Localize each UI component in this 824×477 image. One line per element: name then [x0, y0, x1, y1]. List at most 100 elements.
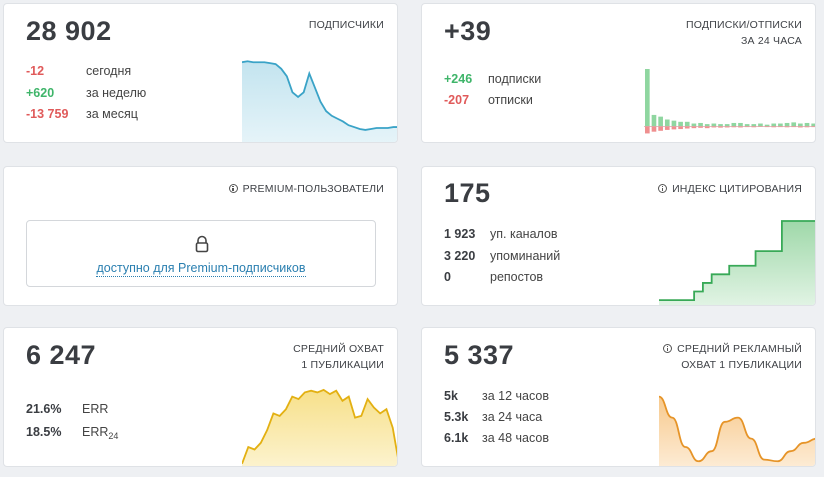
bar-subs — [718, 124, 723, 127]
stat-mentions: 3 220 упоминаний — [444, 246, 560, 267]
stat-err24-subscript: 24 — [108, 431, 119, 441]
lock-icon — [195, 235, 209, 253]
bar-unsubs — [691, 126, 697, 129]
citation-step-chart[interactable] — [659, 215, 816, 306]
subs-unsubs-card[interactable]: +39 ПОДПИСКИ/ОТПИСКИ ЗА 24 ЧАСА +246 подп… — [421, 3, 816, 143]
bar-unsubs — [784, 126, 790, 128]
bar-unsubs — [804, 126, 810, 128]
stat-unsubs-label: отписки — [488, 93, 533, 107]
stat-today: -12 сегодня — [26, 61, 131, 82]
stat-reach-24h-value: 5.3k — [444, 410, 469, 424]
bar-subs — [691, 123, 697, 127]
stat-reach-24h: 5.3k за 24 часа — [444, 407, 542, 428]
ad-reach-value: 5 337 — [444, 340, 515, 370]
stat-reposts: 0 репостов — [444, 267, 543, 288]
chart-area — [659, 221, 815, 305]
bar-subs — [758, 123, 763, 127]
bar-subs — [651, 114, 657, 127]
stat-channels: 1 923 уп. каналов — [444, 224, 558, 245]
bar-subs — [711, 123, 717, 127]
ad-reach-title-line2: ОХВАТ 1 ПУБЛИКАЦИИ — [681, 359, 802, 371]
bar-subs — [698, 122, 703, 127]
premium-locked-link[interactable]: доступно для Premium-подписчиков — [96, 261, 306, 277]
bar-unsubs — [664, 126, 670, 130]
ad-reach-trend-chart[interactable] — [659, 378, 816, 467]
bar-unsubs — [678, 126, 683, 130]
ad-reach-title-line1: СРЕДНИЙ РЕКЛАМНЫЙ — [677, 343, 802, 355]
bar-unsubs — [711, 126, 717, 128]
bar-subs — [771, 123, 777, 127]
stat-week-value: +620 — [26, 86, 55, 100]
bar-unsubs — [771, 126, 777, 128]
bar-subs — [671, 120, 677, 127]
bar-subs — [731, 122, 737, 127]
stat-reach-48h-label: за 48 часов — [482, 431, 549, 445]
reach-trend-chart[interactable] — [242, 378, 398, 467]
stat-subs-label: подписки — [488, 72, 542, 86]
premium-title-text: PREMIUM-ПОЛЬЗОВАТЕЛИ — [242, 183, 384, 195]
chart-area — [659, 396, 815, 466]
bar-subs — [678, 121, 683, 127]
bar-unsubs — [684, 126, 690, 129]
citation-card[interactable]: 175 ИНДЕКС ЦИТИРОВАНИЯ 1 923 уп. каналов … — [421, 166, 816, 306]
subs-unsubs-title-line2: ЗА 24 ЧАСА — [741, 35, 802, 47]
subscribers-trend-chart[interactable] — [242, 44, 398, 143]
stat-month-label: за месяц — [86, 107, 138, 121]
chart-line — [659, 220, 815, 302]
stat-month: -13 759 за месяц — [26, 104, 138, 125]
bar-subs — [791, 122, 797, 127]
ad-reach-title: СРЕДНИЙ РЕКЛАМНЫЙ ОХВАТ 1 ПУБЛИКАЦИИ — [663, 341, 802, 373]
bar-subs — [664, 119, 670, 127]
bar-unsubs — [738, 126, 743, 128]
stat-reposts-value: 0 — [444, 270, 451, 284]
stat-today-label: сегодня — [86, 64, 132, 78]
stat-reach-48h: 6.1k за 48 часов — [444, 428, 549, 449]
avg-reach-value: 6 247 — [26, 340, 97, 370]
premium-card[interactable]: PREMIUM-ПОЛЬЗОВАТЕЛИ доступно для Premiu… — [3, 166, 398, 306]
bar-subs — [798, 123, 803, 127]
stat-month-value: -13 759 — [26, 107, 69, 121]
info-icon[interactable] — [658, 184, 668, 193]
bar-subs — [724, 124, 730, 127]
citation-index-value: 175 — [444, 178, 491, 208]
subscribers-title: ПОДПИСЧИКИ — [308, 19, 384, 31]
reach-title-line2: 1 ПУБЛИКАЦИИ — [301, 359, 384, 371]
bar-unsubs — [644, 126, 650, 134]
stat-today-value: -12 — [26, 64, 45, 78]
stat-channels-label: уп. каналов — [490, 227, 558, 241]
bar-subs — [684, 121, 690, 127]
bar-subs — [704, 124, 710, 127]
bar-unsubs — [798, 126, 803, 128]
stat-reach-12h-label: за 12 часов — [482, 389, 549, 403]
chart-line — [659, 395, 815, 463]
bar-subs — [744, 124, 750, 127]
subs-unsubs-title: ПОДПИСКИ/ОТПИСКИ ЗА 24 ЧАСА — [686, 17, 802, 49]
stat-mentions-value: 3 220 — [444, 249, 476, 263]
stat-reach-24h-label: за 24 часа — [482, 410, 543, 424]
stat-unsubs-value: -207 — [444, 93, 470, 107]
stat-err-label: ERR — [82, 402, 109, 416]
bar-subs — [811, 123, 815, 127]
bar-unsubs — [651, 126, 657, 132]
premium-locked-box[interactable]: доступно для Premium-подписчиков — [26, 220, 376, 287]
bar-subs — [784, 122, 790, 127]
bar-unsubs — [704, 126, 710, 129]
net-change-value: +39 — [444, 16, 492, 46]
info-icon[interactable] — [663, 344, 673, 353]
citation-title-text: ИНДЕКС ЦИТИРОВАНИЯ — [672, 183, 802, 195]
stat-reach-12h: 5k за 12 часов — [444, 386, 549, 407]
bar-unsubs — [671, 126, 677, 130]
subs-unsubs-title-line1: ПОДПИСКИ/ОТПИСКИ — [686, 19, 802, 31]
bar-subs — [644, 69, 650, 127]
info-icon[interactable] — [228, 184, 238, 193]
stat-err24: 18.5% ERR24 — [26, 422, 118, 447]
stat-channels-value: 1 923 — [444, 227, 476, 241]
bar-subs — [778, 123, 783, 127]
stat-reposts-label: репостов — [490, 270, 544, 284]
premium-title: PREMIUM-ПОЛЬЗОВАТЕЛИ — [228, 181, 384, 197]
reach-card[interactable]: 6 247 СРЕДНИЙ ОХВАТ 1 ПУБЛИКАЦИИ 21.6% ER… — [3, 327, 398, 467]
bar-unsubs — [698, 126, 703, 128]
subscribers-card[interactable]: 28 902 ПОДПИСЧИКИ -12 сегодня +620 за неде… — [3, 3, 398, 143]
ad-reach-card[interactable]: 5 337 СРЕДНИЙ РЕКЛАМНЫЙ ОХВАТ 1 ПУБЛИКАЦ… — [421, 327, 816, 467]
subs-unsubs-bar-chart[interactable] — [644, 64, 816, 143]
